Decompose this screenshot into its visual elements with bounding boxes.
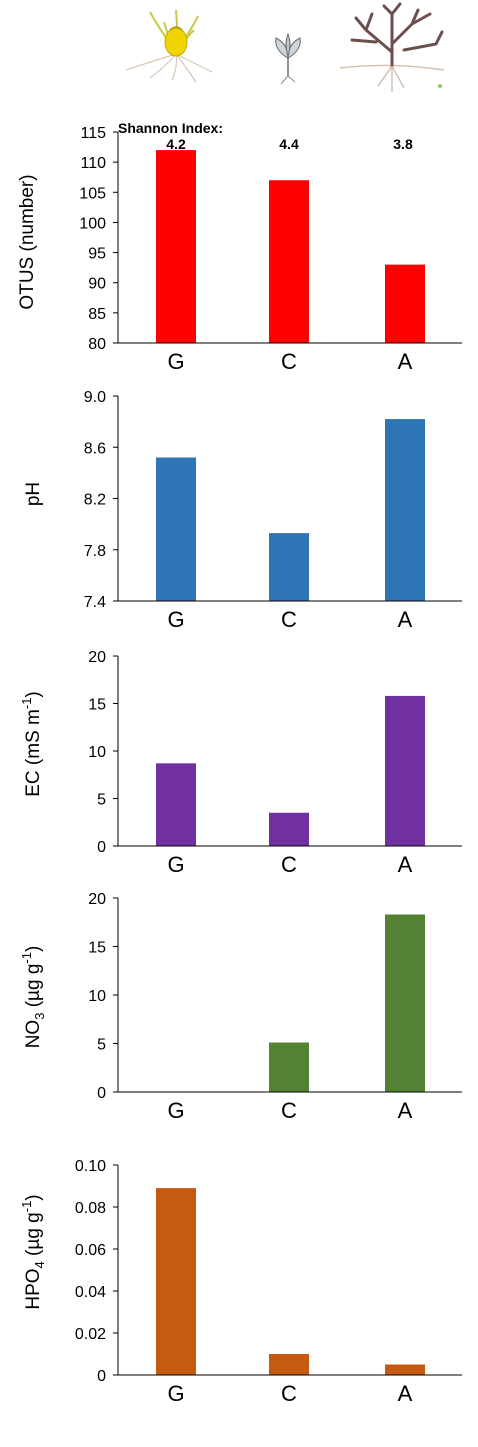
otus-y-tick-label: 95 — [88, 246, 106, 263]
ec-bar-a — [385, 695, 425, 846]
ph-y-ticks: 7.4 7.8 8.2 8.6 9.0 — [84, 389, 118, 611]
hpo4-y-tick-label: 0.08 — [75, 1200, 106, 1217]
ec-y-tick-label: 20 — [88, 649, 106, 666]
ec-bars — [156, 695, 425, 846]
otus-y-tick-label: 100 — [79, 215, 106, 232]
ph-y-tick-label: 8.6 — [84, 440, 106, 457]
ec-y-ticks: 0 5 10 15 20 — [88, 649, 118, 856]
ph-category-label: A — [398, 607, 413, 632]
otus-y-tick-label: 90 — [88, 276, 106, 293]
no3-category-label: C — [281, 1098, 297, 1123]
ph-y-tick-label: 9.0 — [84, 389, 106, 406]
hpo4-category-label: G — [167, 1381, 184, 1406]
hpo4-bar-g — [156, 1188, 196, 1375]
shrub-icon — [339, 2, 445, 92]
ec-y-tick-label: 5 — [97, 792, 106, 809]
no3-y-tick-label: 20 — [88, 891, 106, 908]
ph-y-tick-label: 7.4 — [84, 594, 106, 611]
no3-y-tick-label: 5 — [97, 1037, 106, 1054]
otus-y-ticks: 80 85 90 95 100 105 110 115 — [79, 125, 118, 353]
otus-y-tick-label: 115 — [80, 125, 106, 142]
ph-y-tick-label: 8.2 — [84, 492, 106, 509]
hpo4-panel: 0 0.02 0.04 0.06 0.08 0.10 G C A HPO4 (µg g-1) — [19, 1158, 462, 1406]
otus-y-tick-label: 80 — [88, 336, 106, 353]
otus-y-tick-label: 105 — [79, 185, 106, 202]
no3-y-tick-label: 0 — [97, 1085, 106, 1102]
otus-y-tick-label: 85 — [88, 306, 106, 323]
otus-bar-a — [385, 264, 425, 343]
no3-category-label: A — [398, 1098, 413, 1123]
ph-bar-c — [269, 533, 309, 601]
no3-category-label: G — [167, 1098, 184, 1123]
ec-category-label: G — [167, 852, 184, 877]
no3-bar-a — [385, 914, 425, 1092]
ph-bar-g — [156, 457, 196, 601]
shannon-index-c: 4.4 — [279, 136, 299, 152]
ec-panel: 0 5 10 15 20 G C A EC (mS m-1) — [19, 649, 462, 877]
ph-panel: 7.4 7.8 8.2 8.6 9.0 G C A pH — [23, 389, 462, 632]
ec-category-label: C — [281, 852, 297, 877]
no3-y-ticks: 0 5 10 15 20 — [88, 891, 118, 1102]
ec-y-axis-label: EC (mS m-1) — [19, 691, 44, 797]
otus-y-tick-label: 110 — [80, 155, 106, 172]
hpo4-y-axis-label: HPO4 (µg g-1) — [19, 1194, 47, 1309]
otus-category-label: A — [398, 349, 413, 374]
ec-y-tick-label: 0 — [97, 839, 106, 856]
hpo4-y-ticks: 0 0.02 0.04 0.06 0.08 0.10 — [75, 1158, 118, 1385]
no3-bars — [269, 914, 425, 1092]
ec-bar-c — [269, 812, 309, 846]
otus-bar-c — [269, 180, 309, 343]
shannon-index-g: 4.2 — [166, 136, 186, 152]
ph-category-label: G — [167, 607, 184, 632]
ph-y-axis-label: pH — [23, 482, 44, 506]
no3-panel: 0 5 10 15 20 G C A NO3 (µg g-1) — [19, 891, 462, 1123]
hpo4-y-tick-label: 0.10 — [75, 1158, 106, 1175]
ec-y-tick-label: 15 — [88, 697, 106, 714]
no3-y-axis-label: NO3 (µg g-1) — [19, 946, 47, 1049]
hpo4-bar-c — [269, 1354, 309, 1375]
hpo4-y-tick-label: 0.04 — [75, 1284, 106, 1301]
no3-bar-c — [269, 1042, 309, 1092]
no3-y-tick-label: 15 — [88, 940, 106, 957]
hpo4-bar-a — [385, 1364, 425, 1375]
plant-illustrations — [125, 2, 445, 92]
hpo4-category-label: C — [281, 1381, 297, 1406]
hpo4-y-tick-label: 0 — [97, 1368, 106, 1385]
otus-category-label: C — [281, 349, 297, 374]
ec-category-label: A — [398, 852, 413, 877]
hpo4-y-tick-label: 0.02 — [75, 1326, 106, 1343]
ec-bar-g — [156, 763, 196, 846]
no3-y-tick-label: 10 — [88, 988, 106, 1005]
otus-y-axis-label: OTUS (number) — [17, 174, 38, 309]
ph-category-label: C — [281, 607, 297, 632]
grass-plant-icon — [125, 9, 213, 83]
hpo4-category-label: A — [398, 1381, 413, 1406]
ec-y-tick-label: 10 — [88, 744, 106, 761]
hpo4-y-tick-label: 0.06 — [75, 1242, 106, 1259]
otus-bars — [156, 150, 425, 343]
shannon-index-title: Shannon Index: — [118, 120, 223, 136]
otus-bar-g — [156, 150, 196, 343]
ph-y-tick-label: 7.8 — [84, 543, 106, 560]
hpo4-bars — [156, 1188, 425, 1375]
ph-bar-a — [385, 419, 425, 601]
ph-bars — [156, 419, 425, 601]
shannon-index-a: 3.8 — [393, 136, 413, 152]
seedling-icon — [275, 32, 301, 85]
otus-panel: 80 85 90 95 100 105 110 115 G C A OTUS (number) S… — [17, 120, 462, 374]
otus-category-label: G — [167, 349, 184, 374]
